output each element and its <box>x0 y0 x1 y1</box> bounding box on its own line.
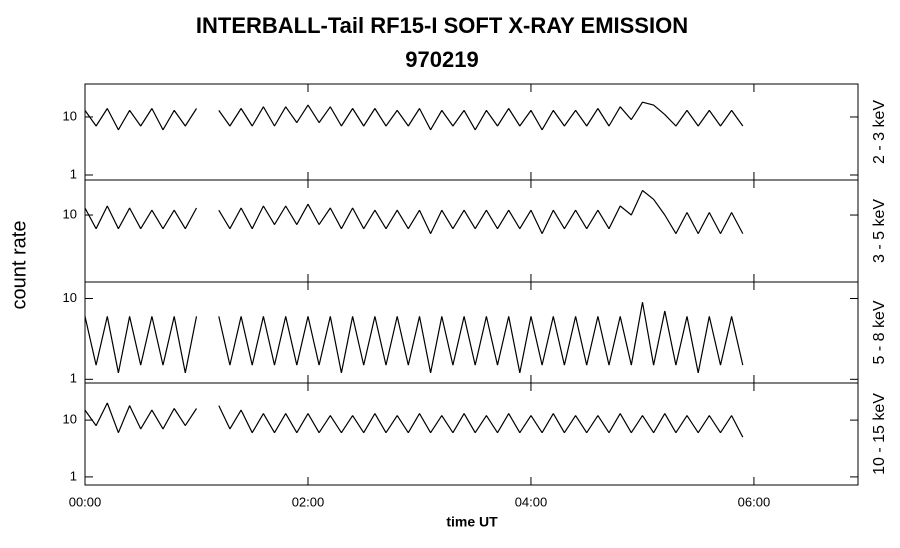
panel-label: 3 - 5 keV <box>871 199 888 263</box>
data-line <box>84 190 744 234</box>
y-tick-label: 10 <box>63 290 77 305</box>
x-tick-label: 02:00 <box>292 494 325 509</box>
data-line <box>84 101 744 131</box>
data-line <box>84 402 744 438</box>
y-tick-label: 1 <box>70 468 77 483</box>
x-tick-label: 00:00 <box>69 494 102 509</box>
x-tick-label: 06:00 <box>738 494 771 509</box>
panel-frame <box>84 382 859 486</box>
y-tick-label: 1 <box>70 371 77 386</box>
panel-label: 2 - 3 keV <box>871 100 888 164</box>
chart-subtitle: 970219 <box>405 47 478 72</box>
y-tick-label: 1 <box>70 166 77 181</box>
x-tick-label: 04:00 <box>515 494 548 509</box>
y-tick-label: 10 <box>63 206 77 221</box>
y-axis-label: count rate <box>8 221 30 310</box>
panel-frame <box>84 83 859 181</box>
panel-frame <box>84 281 859 384</box>
panel-label: 10 - 15 keV <box>871 393 888 475</box>
x-axis-label: time UT <box>446 514 498 530</box>
y-tick-label: 10 <box>63 108 77 123</box>
data-line <box>84 302 744 374</box>
chart-title: INTERBALL-Tail RF15-I SOFT X-RAY EMISSIO… <box>196 13 688 38</box>
panel-label: 5 - 8 keV <box>871 300 888 364</box>
y-tick-label: 10 <box>63 412 77 427</box>
